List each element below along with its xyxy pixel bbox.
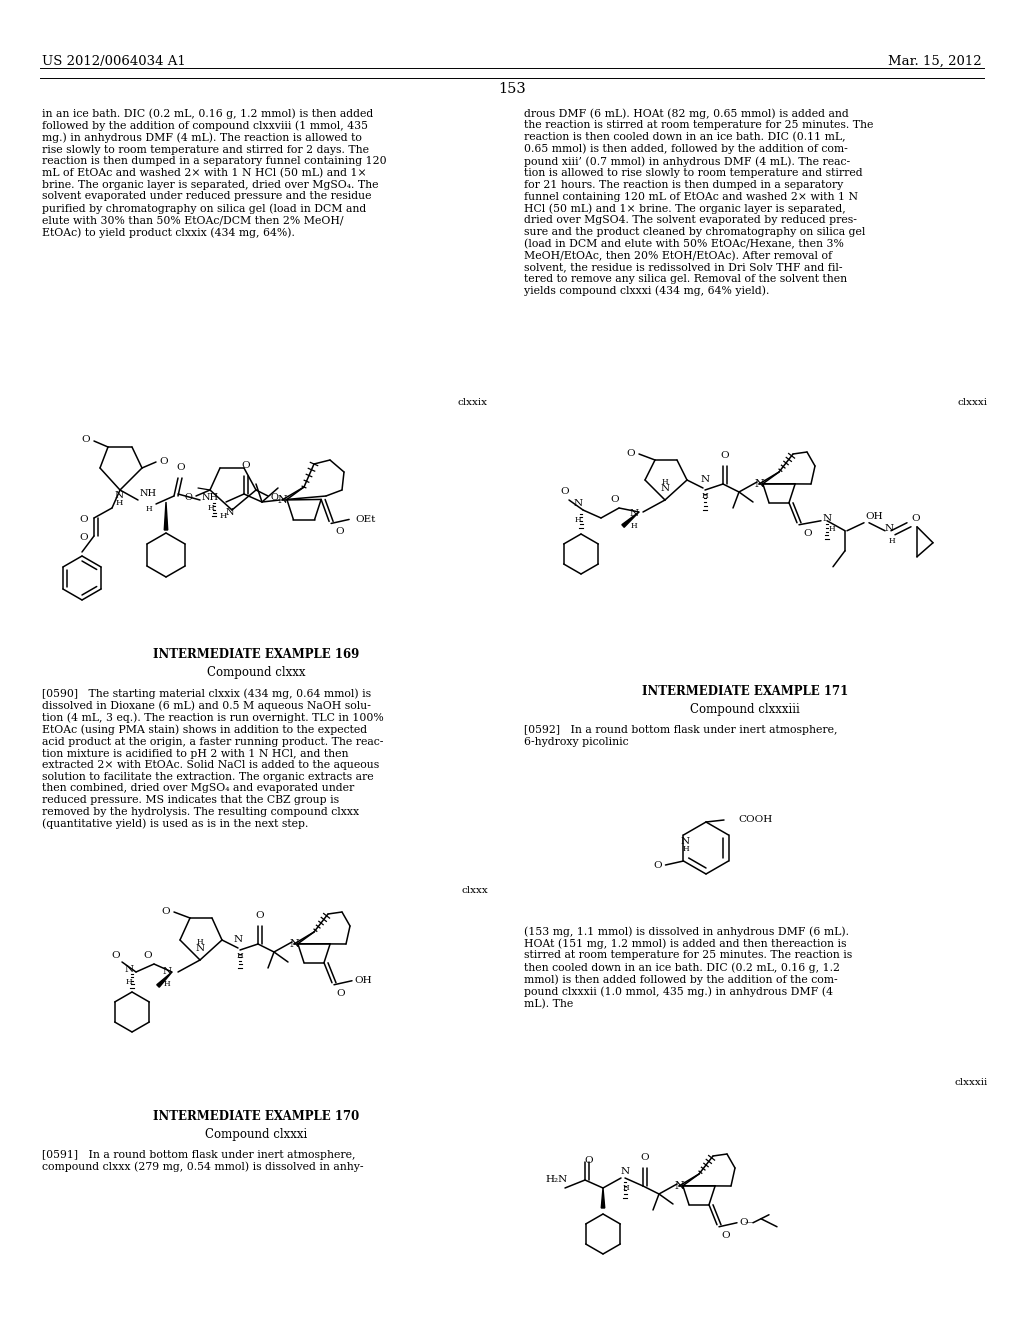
Text: O: O [653,861,662,870]
Text: OH: OH [865,512,883,521]
Text: O: O [242,461,250,470]
Text: O: O [721,451,729,459]
Text: N: N [278,495,287,506]
Text: H: H [574,516,581,524]
Text: Compound clxxxi: Compound clxxxi [205,1129,307,1140]
Text: 153: 153 [498,82,526,96]
Text: clxxix: clxxix [458,399,488,407]
Text: O: O [803,529,812,537]
Text: H: H [208,504,215,512]
Text: H: H [125,978,132,986]
Text: O: O [162,908,170,916]
Text: Mar. 15, 2012: Mar. 15, 2012 [889,55,982,69]
Text: NH: NH [202,494,219,503]
Text: O: O [270,494,278,503]
Text: N: N [125,965,134,974]
Text: Compound clxxx: Compound clxxx [207,667,305,678]
Text: O: O [256,911,264,920]
Text: H: H [682,845,689,853]
Text: COOH: COOH [738,816,772,825]
Text: N: N [630,510,639,519]
Text: N: N [674,1181,684,1191]
Text: O: O [143,952,153,961]
Polygon shape [622,512,639,527]
Polygon shape [157,972,172,987]
Text: H: H [623,1184,630,1192]
Text: N: N [681,837,690,846]
Text: H: H [889,537,896,545]
Text: US 2012/0064034 A1: US 2012/0064034 A1 [42,55,185,69]
Text: N: N [233,935,243,944]
Text: OEt: OEt [355,515,376,524]
Text: O: O [911,515,920,523]
Text: O: O [336,989,345,998]
Text: O: O [585,1156,593,1166]
Text: O: O [561,487,569,496]
Text: O: O [80,533,88,543]
Text: O: O [184,494,191,503]
Polygon shape [601,1188,605,1208]
Text: [0592]   In a round bottom flask under inert atmosphere,
6-hydroxy picolinic: [0592] In a round bottom flask under ine… [524,725,838,747]
Text: in an ice bath. DIC (0.2 mL, 0.16 g, 1.2 mmol) is then added
followed by the add: in an ice bath. DIC (0.2 mL, 0.16 g, 1.2… [42,108,387,238]
Text: N: N [573,499,583,508]
Text: clxxxii: clxxxii [954,1078,988,1086]
Text: H₂N: H₂N [545,1176,567,1184]
Text: N: N [621,1167,630,1176]
Text: [0590]   The starting material clxxix (434 mg, 0.64 mmol) is
dissolved in Dioxan: [0590] The starting material clxxix (434… [42,688,384,829]
Text: H: H [164,979,170,987]
Text: O: O [80,516,88,524]
Text: Compound clxxxiii: Compound clxxxiii [690,704,800,715]
Text: N: N [196,944,205,953]
Text: N: N [700,475,710,484]
Text: O: O [160,457,168,466]
Text: H: H [662,478,669,486]
Text: H: H [219,512,226,520]
Text: INTERMEDIATE EXAMPLE 171: INTERMEDIATE EXAMPLE 171 [642,685,848,698]
Text: N: N [885,524,894,533]
Text: H: H [116,499,123,507]
Text: NH: NH [140,488,157,498]
Text: H: H [237,952,244,960]
Text: drous DMF (6 mL). HOAt (82 mg, 0.65 mmol) is added and
the reaction is stirred a: drous DMF (6 mL). HOAt (82 mg, 0.65 mmol… [524,108,873,297]
Text: O: O [739,1218,748,1228]
Text: H: H [631,521,637,531]
Text: O: O [627,449,635,458]
Text: O: O [335,528,344,536]
Text: N: N [823,515,833,523]
Text: H: H [146,506,153,513]
Text: O: O [112,952,120,961]
Text: N: N [289,939,299,949]
Text: O: O [82,436,90,445]
Text: clxxxi: clxxxi [958,399,988,407]
Text: (153 mg, 1.1 mmol) is dissolved in anhydrous DMF (6 mL).
HOAt (151 mg, 1.2 mmol): (153 mg, 1.1 mmol) is dissolved in anhyd… [524,927,852,1010]
Text: N: N [115,491,124,500]
Text: —: — [745,1218,754,1226]
Text: H: H [701,492,709,500]
Text: OH: OH [354,977,372,985]
Text: O: O [721,1230,730,1239]
Text: O: O [177,463,185,473]
Text: H: H [829,525,836,533]
Text: N: N [163,968,172,977]
Text: [0591]   In a round bottom flask under inert atmosphere,
compound clxxx (279 mg,: [0591] In a round bottom flask under ine… [42,1150,364,1172]
Text: O: O [610,495,620,504]
Text: clxxx: clxxx [461,886,488,895]
Polygon shape [164,502,168,531]
Text: INTERMEDIATE EXAMPLE 169: INTERMEDIATE EXAMPLE 169 [153,648,359,661]
Text: N: N [225,508,234,517]
Text: INTERMEDIATE EXAMPLE 170: INTERMEDIATE EXAMPLE 170 [153,1110,359,1123]
Text: N: N [660,484,670,492]
Text: O: O [641,1152,649,1162]
Text: H: H [197,939,204,946]
Text: N: N [754,479,764,488]
